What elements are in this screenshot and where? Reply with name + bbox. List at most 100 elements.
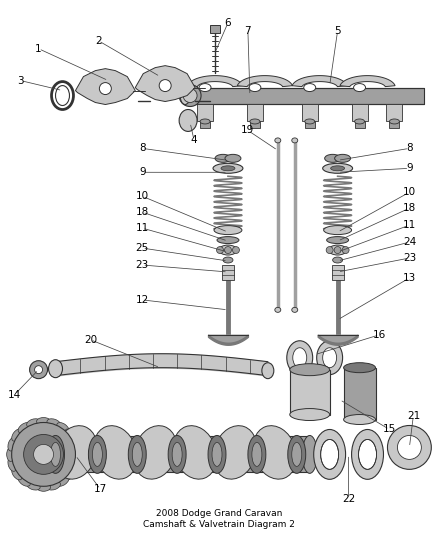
Polygon shape xyxy=(135,66,195,101)
Text: 23: 23 xyxy=(403,253,416,263)
Text: 20: 20 xyxy=(84,335,97,345)
Bar xyxy=(343,368,375,419)
Circle shape xyxy=(216,247,223,254)
Ellipse shape xyxy=(213,426,257,479)
Bar xyxy=(247,103,263,122)
Bar xyxy=(60,437,310,472)
Bar xyxy=(222,265,234,280)
Text: 17: 17 xyxy=(94,484,107,494)
Ellipse shape xyxy=(179,85,201,107)
Circle shape xyxy=(326,247,333,254)
Ellipse shape xyxy=(8,458,17,471)
Ellipse shape xyxy=(212,442,222,466)
Bar xyxy=(352,103,367,122)
Ellipse shape xyxy=(324,225,352,235)
Ellipse shape xyxy=(293,348,307,368)
Ellipse shape xyxy=(56,86,70,106)
Ellipse shape xyxy=(252,442,262,466)
Polygon shape xyxy=(75,69,135,104)
Ellipse shape xyxy=(389,119,399,124)
Ellipse shape xyxy=(134,426,177,479)
Ellipse shape xyxy=(65,429,75,441)
Ellipse shape xyxy=(305,119,314,124)
Ellipse shape xyxy=(208,435,226,473)
Ellipse shape xyxy=(180,86,190,104)
Text: 11: 11 xyxy=(403,220,416,230)
Ellipse shape xyxy=(92,442,102,466)
Text: 16: 16 xyxy=(373,330,386,340)
Ellipse shape xyxy=(275,138,281,143)
Ellipse shape xyxy=(46,435,64,473)
Text: 2008 Dodge Grand Caravan
Camshaft & Valvetrain Diagram 2: 2008 Dodge Grand Caravan Camshaft & Valv… xyxy=(143,510,295,529)
Text: 8: 8 xyxy=(406,143,413,154)
Text: 14: 14 xyxy=(8,390,21,400)
Ellipse shape xyxy=(221,166,235,171)
Ellipse shape xyxy=(128,435,146,473)
Ellipse shape xyxy=(328,245,346,255)
Circle shape xyxy=(334,247,341,254)
Text: 23: 23 xyxy=(136,260,149,270)
Ellipse shape xyxy=(343,362,375,373)
Circle shape xyxy=(159,79,171,92)
Ellipse shape xyxy=(88,435,106,473)
Bar xyxy=(355,122,364,128)
Ellipse shape xyxy=(18,423,30,433)
Bar xyxy=(197,103,213,122)
Text: 5: 5 xyxy=(334,26,341,36)
Ellipse shape xyxy=(323,163,353,173)
Ellipse shape xyxy=(225,155,241,163)
Text: 21: 21 xyxy=(407,410,420,421)
Ellipse shape xyxy=(321,439,339,470)
Ellipse shape xyxy=(248,435,266,473)
Circle shape xyxy=(35,366,42,374)
Ellipse shape xyxy=(213,163,243,173)
Polygon shape xyxy=(187,76,243,87)
Text: 15: 15 xyxy=(383,424,396,434)
Ellipse shape xyxy=(18,476,30,486)
Bar xyxy=(305,122,314,128)
Ellipse shape xyxy=(302,435,317,473)
Text: 2: 2 xyxy=(95,36,102,46)
Ellipse shape xyxy=(314,430,346,479)
Ellipse shape xyxy=(72,447,81,462)
Ellipse shape xyxy=(292,442,302,466)
Ellipse shape xyxy=(94,426,137,479)
Ellipse shape xyxy=(250,119,260,124)
Bar xyxy=(302,103,318,122)
Text: 1: 1 xyxy=(35,44,42,54)
Ellipse shape xyxy=(331,166,345,171)
Ellipse shape xyxy=(183,88,197,102)
Ellipse shape xyxy=(335,155,350,163)
Ellipse shape xyxy=(287,341,313,375)
Polygon shape xyxy=(292,76,347,87)
Circle shape xyxy=(99,83,111,94)
Ellipse shape xyxy=(352,430,384,479)
Ellipse shape xyxy=(275,308,281,312)
Ellipse shape xyxy=(27,419,40,427)
Ellipse shape xyxy=(57,423,69,433)
Ellipse shape xyxy=(199,84,211,92)
Ellipse shape xyxy=(173,426,217,479)
Ellipse shape xyxy=(65,467,75,480)
Ellipse shape xyxy=(223,257,233,263)
Text: 10: 10 xyxy=(136,191,149,201)
Ellipse shape xyxy=(49,360,63,378)
Ellipse shape xyxy=(12,429,22,441)
Ellipse shape xyxy=(262,362,274,378)
Text: 11: 11 xyxy=(136,223,149,233)
Ellipse shape xyxy=(12,467,22,480)
Text: 19: 19 xyxy=(241,125,254,135)
Bar xyxy=(332,265,343,280)
Ellipse shape xyxy=(57,476,69,486)
Ellipse shape xyxy=(214,225,242,235)
Ellipse shape xyxy=(27,481,40,490)
Ellipse shape xyxy=(200,119,210,124)
Circle shape xyxy=(30,361,48,378)
Circle shape xyxy=(12,423,75,486)
Circle shape xyxy=(388,425,431,470)
Ellipse shape xyxy=(217,237,239,244)
Text: 12: 12 xyxy=(136,295,149,305)
Text: 9: 9 xyxy=(139,167,145,177)
Circle shape xyxy=(397,435,421,459)
Ellipse shape xyxy=(47,419,60,427)
